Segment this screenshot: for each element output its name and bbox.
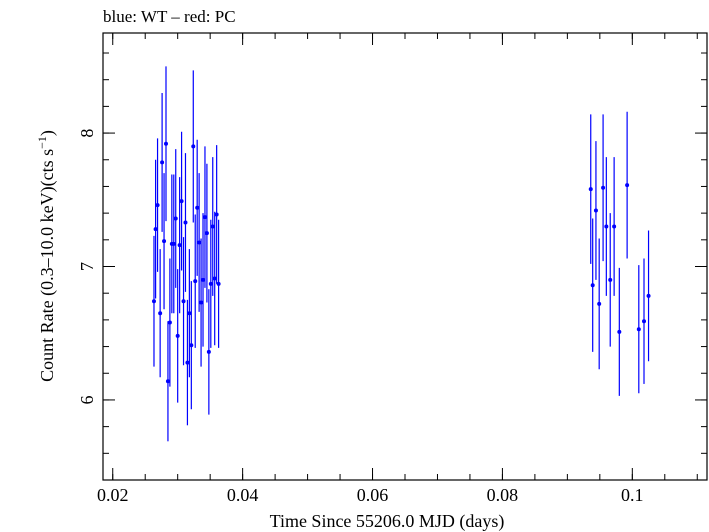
y-tick-labels: 6 7 8 <box>77 129 97 405</box>
data-point <box>642 319 647 324</box>
data-point <box>183 220 188 225</box>
y-tick-label: 6 <box>77 395 97 404</box>
data-point <box>181 299 186 304</box>
data-point <box>173 216 178 221</box>
data-point <box>202 215 207 220</box>
data-point <box>191 144 196 149</box>
data-point <box>179 199 184 204</box>
data-point <box>617 329 622 334</box>
data-point <box>612 224 617 229</box>
data-point <box>151 299 156 304</box>
data-point <box>158 311 163 316</box>
data-point <box>608 277 613 282</box>
x-tick-label: 0.08 <box>487 485 519 505</box>
x-tick-label: 0.1 <box>621 485 644 505</box>
data-point <box>193 279 198 284</box>
data-point <box>604 224 609 229</box>
data-point <box>201 277 206 282</box>
data-point <box>187 311 192 316</box>
data-point <box>167 320 172 325</box>
x-tick-label: 0.06 <box>357 485 389 505</box>
data-point <box>646 293 651 298</box>
data-point <box>625 183 630 188</box>
data-point <box>185 360 190 365</box>
data-point <box>175 333 180 338</box>
x-tick-label: 0.04 <box>227 485 259 505</box>
data-point <box>636 327 641 332</box>
data-point <box>206 349 211 354</box>
y-axis-label-superscript: −1 <box>35 136 49 149</box>
data-point <box>212 276 217 281</box>
x-tick-labels: 0.02 0.04 0.06 0.08 0.1 <box>97 485 644 505</box>
data-point <box>177 243 182 248</box>
data-point <box>590 283 595 288</box>
data-point <box>210 224 215 229</box>
data-point <box>160 160 165 165</box>
data-point <box>165 379 170 384</box>
x-axis-label: Time Since 55206.0 MJD (days) <box>270 511 505 532</box>
data-point <box>204 231 209 236</box>
data-point <box>163 141 168 146</box>
data-point <box>153 227 158 232</box>
data-point <box>155 203 160 208</box>
data-point <box>597 301 602 306</box>
y-tick-label: 8 <box>77 129 97 138</box>
y-axis-label-main: Count Rate (0.3–10.0 keV)(cts s <box>37 149 58 382</box>
data-point <box>216 281 221 286</box>
data-points <box>151 66 651 442</box>
data-point <box>588 187 593 192</box>
data-point <box>171 241 176 246</box>
y-tick-label: 7 <box>77 262 97 271</box>
data-point <box>162 239 167 244</box>
data-point <box>593 208 598 213</box>
data-point <box>195 205 200 210</box>
chart-header: blue: WT – red: PC <box>103 7 236 26</box>
axis-ticks <box>103 33 707 481</box>
data-point <box>189 343 194 348</box>
data-point <box>214 212 219 217</box>
data-point <box>197 240 202 245</box>
x-tick-label: 0.02 <box>97 485 129 505</box>
data-point <box>199 300 204 305</box>
y-axis-label: Count Rate (0.3–10.0 keV)(cts s−1) <box>35 130 58 382</box>
data-point <box>208 281 213 286</box>
y-axis-label-tail: ) <box>37 130 58 136</box>
data-point <box>601 185 606 190</box>
